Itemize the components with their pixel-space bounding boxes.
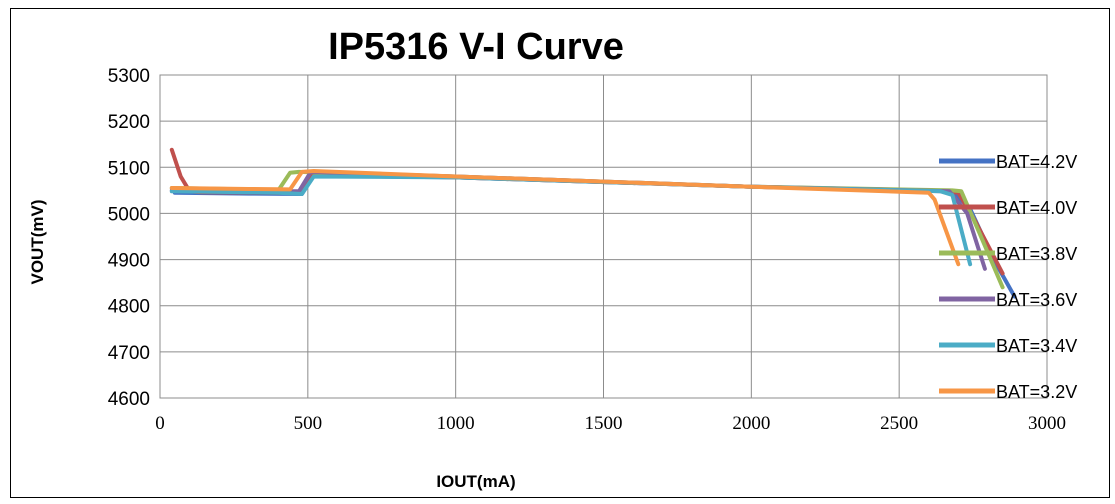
vi-curve-chart: IP5316 V-I Curve 46004700480049005000510… [28,26,1077,491]
y-tick-label: 4600 [108,389,150,410]
y-axis-title: VOUT(mV) [28,200,47,285]
legend-label: BAT=3.6V [996,290,1077,310]
x-tick-label: 500 [294,413,323,434]
y-tick-label: 4700 [108,343,150,364]
series-line-5 [169,174,973,267]
x-tick-label: 3000 [1028,413,1066,434]
legend-label: BAT=3.4V [996,336,1077,356]
series-layer [169,147,1017,299]
x-tick-label: 2500 [880,413,918,434]
legend-label: BAT=3.2V [996,382,1077,402]
chart-frame: IP5316 V-I Curve 4600 4700 4800 4900 5000 510… [10,8,1110,498]
x-tick-label: 2000 [732,413,770,434]
chart-title: IP5316 V-I Curve [328,26,624,68]
x-axis-title: IOUT(mA) [436,472,515,491]
x-tick-label: 1500 [585,413,623,434]
legend: BAT=4.2V BAT=4.0V BAT=3.8V BAT=3.6V BAT=3.4V… [939,152,1077,402]
y-tick-label: 5200 [108,112,150,133]
y-tick-label: 5100 [108,158,150,179]
y-tick-label: 4800 [108,297,150,318]
plot-border [159,74,1048,399]
series-line-6 [169,169,961,267]
y-tick-label: 5300 [108,66,150,87]
y-tick-label: 5000 [108,204,150,225]
y-tick-label: 4900 [108,251,150,272]
y-tick-labels: 4600 4700 4800 4900 5000 5100 5200 5300 [108,66,150,410]
x-tick-label: 1000 [437,413,475,434]
x-tick-label: 0 [155,413,165,434]
legend-label: BAT=3.8V [996,244,1077,264]
legend-label: BAT=4.2V [996,152,1077,172]
grid-layer [159,74,1048,399]
x-tick-labels: 0 500 1000 1500 2000 2500 3000 [155,413,1066,434]
legend-label: BAT=4.0V [996,198,1077,218]
series-line-2 [169,147,1005,276]
